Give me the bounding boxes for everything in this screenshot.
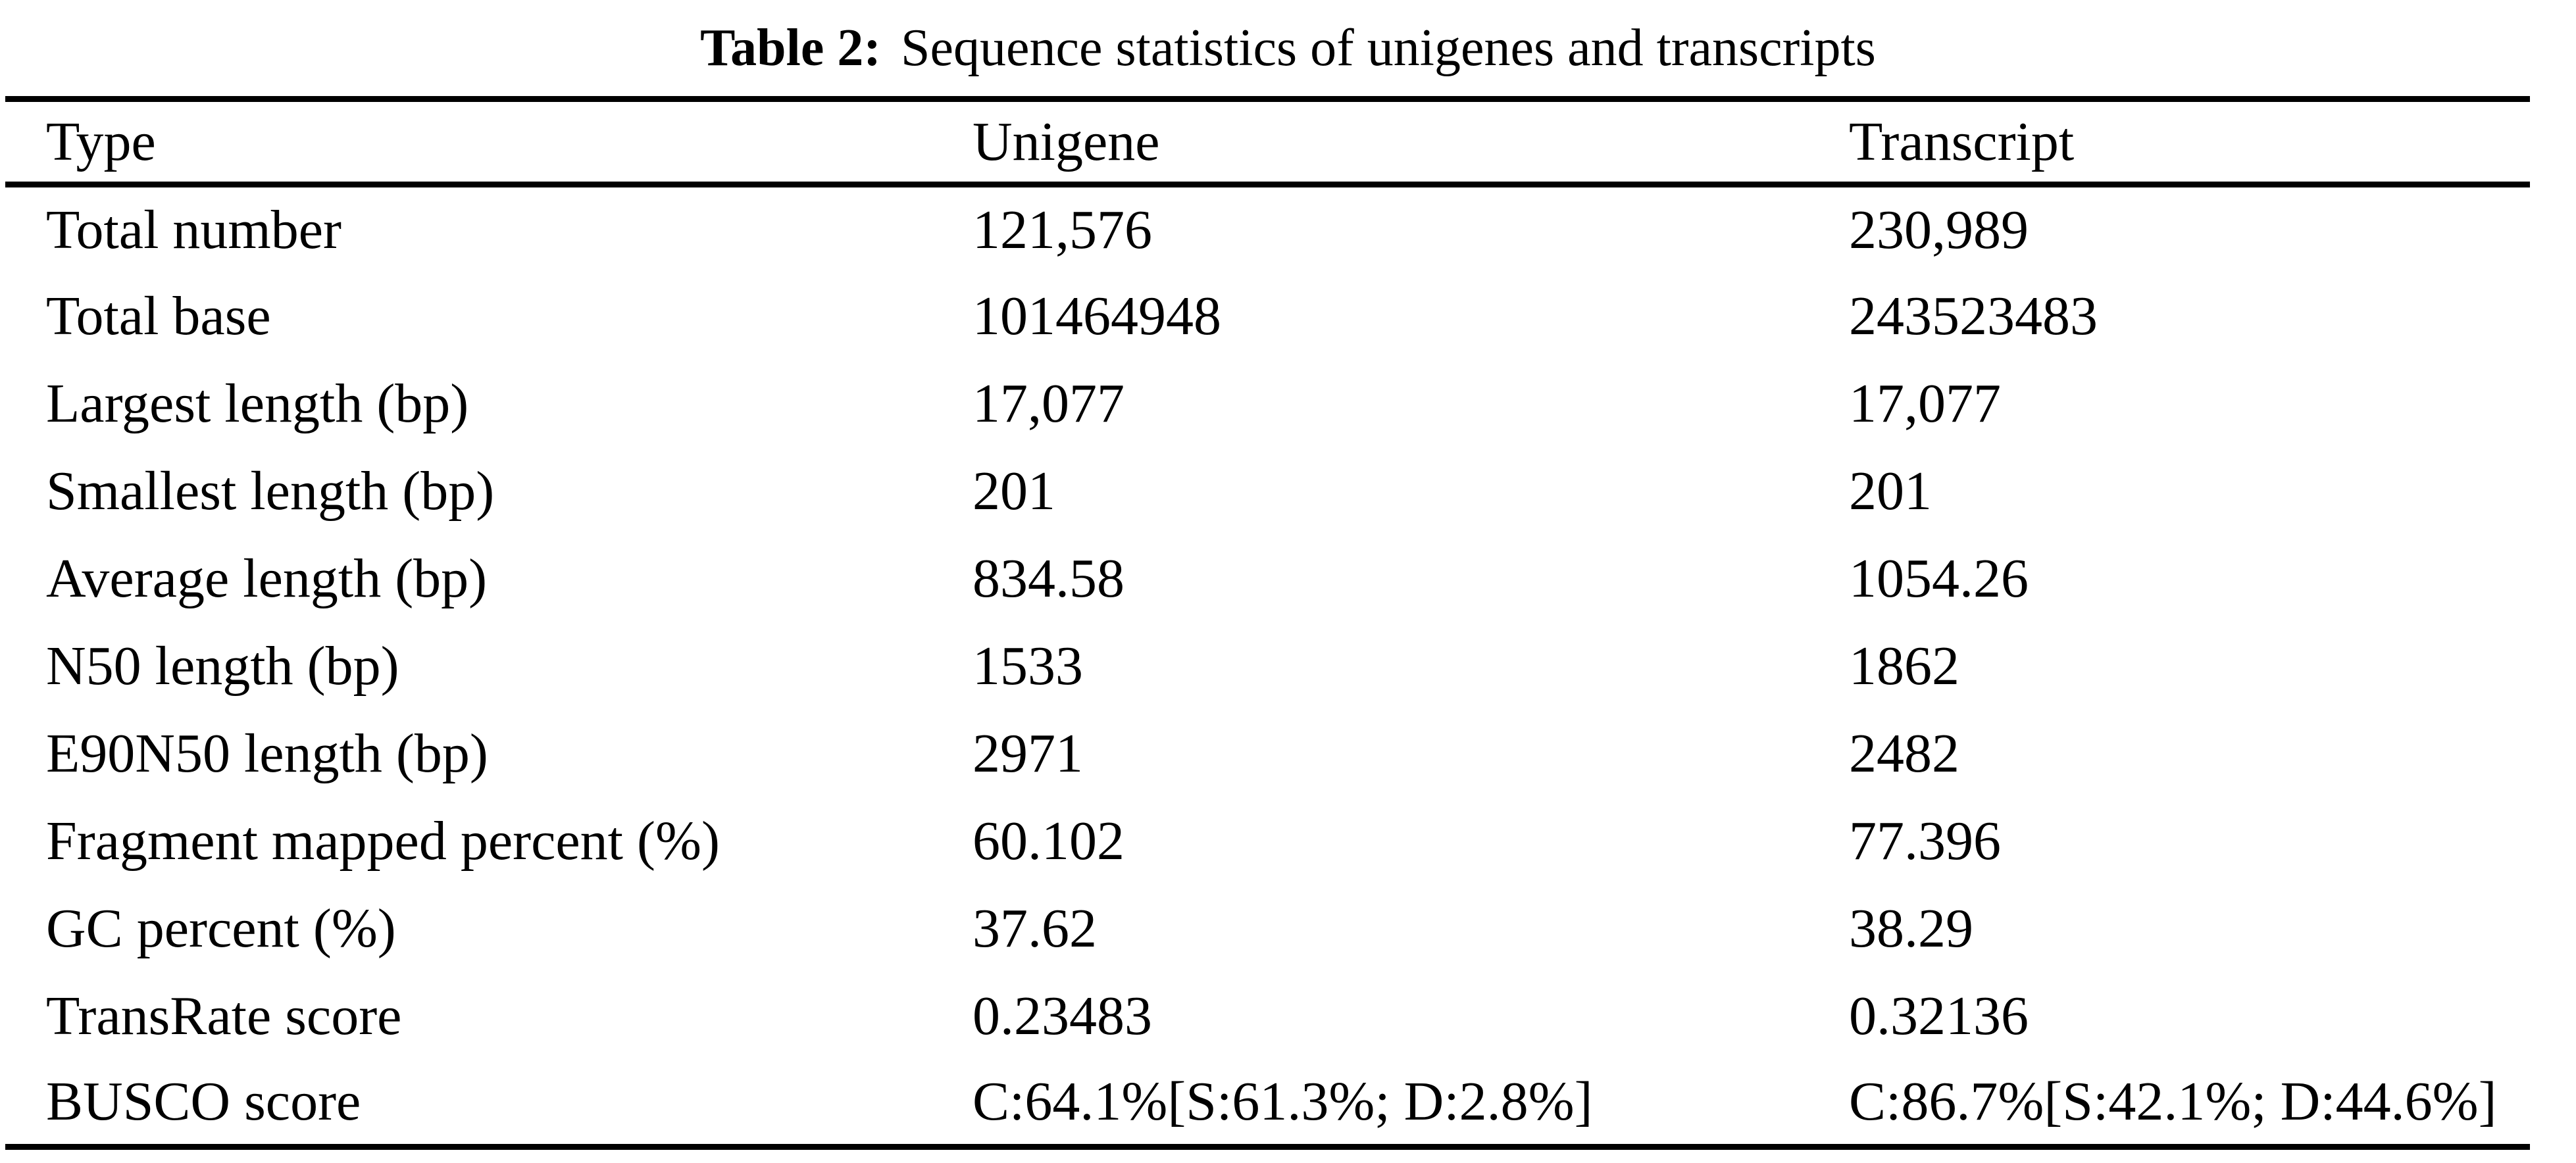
unigene-value-cell: 37.62 (972, 897, 1097, 959)
unigene-value-cell: 2971 (972, 722, 1083, 784)
table-row: N50 length (bp) 1533 1862 (5, 622, 2530, 710)
transcript-value-cell: 243523483 (1849, 285, 2098, 347)
table-caption-label: Table 2: (700, 18, 882, 77)
table-row: GC percent (%) 37.62 38.29 (5, 885, 2530, 972)
row-label-cell: Fragment mapped percent (%) (46, 810, 720, 872)
unigene-value-cell: 201 (972, 460, 1055, 522)
header-row: Type Unigene Transcript (5, 99, 2530, 185)
table-row: Total number 121,576 230,989 (5, 185, 2530, 272)
row-label-cell: BUSCO score (46, 1071, 361, 1133)
transcript-value-cell: 17,077 (1849, 372, 2001, 434)
unigene-value-cell: 121,576 (972, 199, 1152, 260)
unigene-value-cell: 0.23483 (972, 985, 1152, 1047)
unigene-value-cell: 60.102 (972, 810, 1124, 872)
transcript-value-cell: 38.29 (1849, 897, 1973, 959)
row-label-cell: TransRate score (46, 985, 402, 1047)
table-row: E90N50 length (bp) 2971 2482 (5, 710, 2530, 797)
transcript-value-cell: 1054.26 (1849, 547, 2029, 609)
transcript-value-cell: 0.32136 (1849, 985, 2029, 1047)
unigene-value-cell: C:64.1%[S:61.3%; D:2.8%] (972, 1071, 1593, 1133)
column-header-unigene: Unigene (972, 111, 1160, 172)
table-row: Largest length (bp) 17,077 17,077 (5, 360, 2530, 447)
unigene-value-cell: 101464948 (972, 285, 1221, 347)
row-label-cell: GC percent (%) (46, 897, 396, 959)
transcript-value-cell: 2482 (1849, 722, 1959, 784)
transcript-value-cell: 1862 (1849, 635, 1959, 697)
unigene-value-cell: 1533 (972, 635, 1083, 697)
transcript-value-cell: 230,989 (1849, 199, 2029, 260)
table-row: Average length (bp) 834.58 1054.26 (5, 535, 2530, 622)
sequence-statistics-table: Type Unigene Transcript Total number 121… (5, 96, 2530, 1150)
transcript-value-cell: C:86.7%[S:42.1%; D:44.6%] (1849, 1071, 2497, 1133)
row-label-cell: Total number (46, 199, 341, 260)
unigene-value-cell: 834.58 (972, 547, 1124, 609)
table-caption-text: Sequence statistics of unigenes and tran… (901, 18, 1876, 77)
column-header-type: Type (46, 111, 156, 172)
row-label-cell: E90N50 length (bp) (46, 722, 488, 784)
table-row: BUSCO score C:64.1%[S:61.3%; D:2.8%] C:8… (5, 1060, 2530, 1147)
transcript-value-cell: 201 (1849, 460, 1932, 522)
row-label-cell: N50 length (bp) (46, 635, 399, 697)
table-row: Smallest length (bp) 201 201 (5, 447, 2530, 535)
transcript-value-cell: 77.396 (1849, 810, 2001, 872)
table-caption: Table 2: Sequence statistics of unigenes… (0, 0, 2576, 96)
table-row: Total base 101464948 243523483 (5, 272, 2530, 360)
row-label-cell: Smallest length (bp) (46, 460, 495, 522)
table-header: Type Unigene Transcript (5, 99, 2530, 185)
row-label-cell: Total base (46, 285, 271, 347)
table-row: Fragment mapped percent (%) 60.102 77.39… (5, 797, 2530, 885)
table-body: Total number 121,576 230,989 Total base … (5, 185, 2530, 1147)
row-label-cell: Average length (bp) (46, 547, 488, 609)
table-row: TransRate score 0.23483 0.32136 (5, 972, 2530, 1060)
column-header-transcript: Transcript (1849, 111, 2075, 172)
unigene-value-cell: 17,077 (972, 372, 1124, 434)
row-label-cell: Largest length (bp) (46, 372, 469, 434)
